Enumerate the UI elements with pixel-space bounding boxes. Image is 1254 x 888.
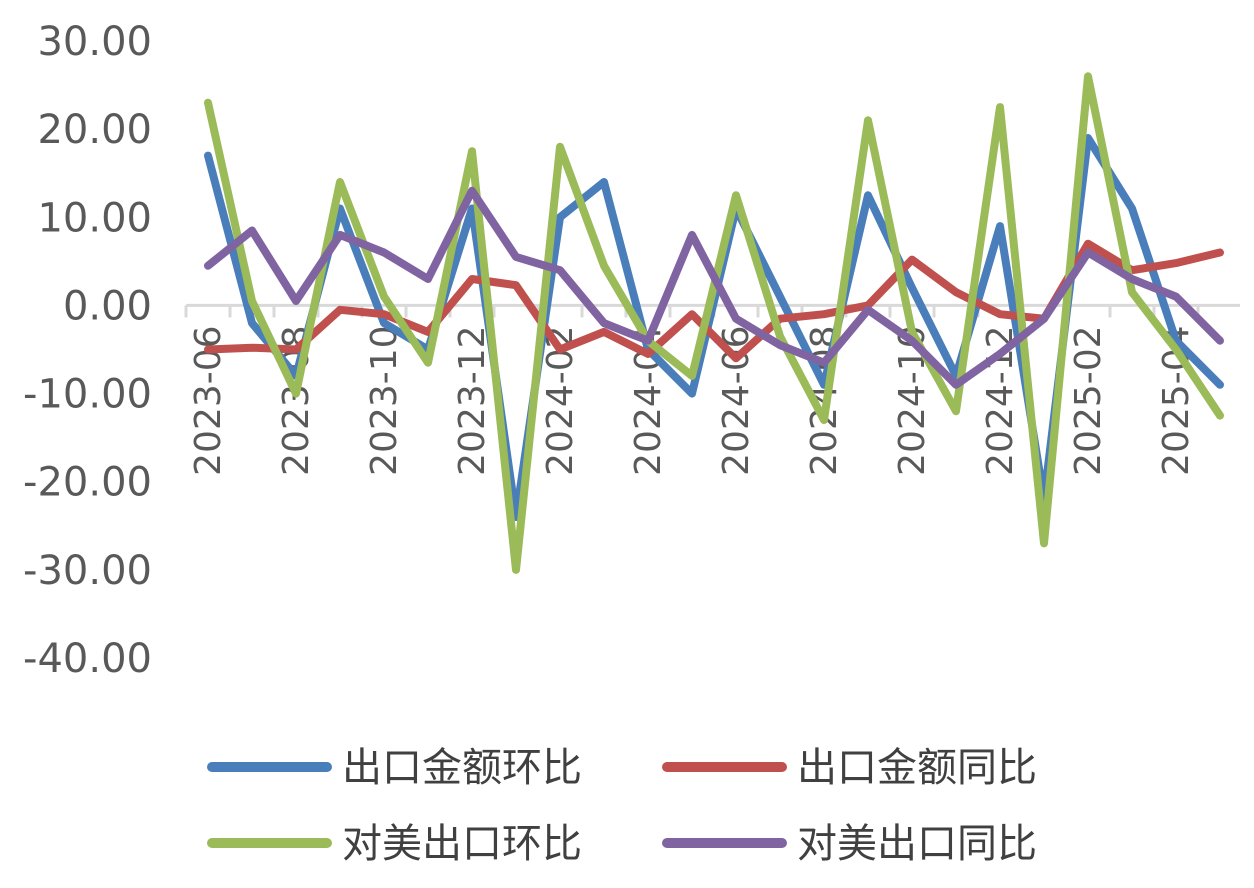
legend-label: 出口金额环比 bbox=[342, 745, 582, 791]
x-tick-label: 2024-10 bbox=[892, 325, 933, 475]
x-tick-label: 2023-12 bbox=[452, 325, 493, 475]
x-tick-label: 2023-10 bbox=[364, 325, 405, 475]
legend-label: 对美出口环比 bbox=[342, 821, 582, 867]
y-tick-label: 20.00 bbox=[37, 107, 152, 153]
y-tick-label: -10.00 bbox=[23, 372, 152, 418]
legend-item-3: 对美出口环比 bbox=[207, 821, 582, 867]
y-tick-label: 0.00 bbox=[63, 283, 152, 329]
y-tick-label: -30.00 bbox=[23, 548, 152, 594]
series-lines bbox=[204, 72, 1224, 574]
legend-item-2: 出口金额同比 bbox=[662, 745, 1037, 791]
legend-item-1: 出口金额环比 bbox=[207, 745, 582, 791]
series-line-4 bbox=[204, 186, 1224, 389]
y-tick-label: 30.00 bbox=[37, 19, 152, 65]
y-axis-labels: 30.00 20.00 10.00 0.00 -10.00 -20.00 -30.00 -40… bbox=[23, 19, 152, 682]
y-tick-label: -40.00 bbox=[23, 636, 152, 682]
x-tick-label: 2025-02 bbox=[1068, 325, 1109, 475]
legend-item-4: 对美出口同比 bbox=[662, 821, 1037, 867]
legend-label: 对美出口同比 bbox=[797, 821, 1037, 867]
series-line-3 bbox=[204, 72, 1224, 574]
y-tick-label: 10.00 bbox=[37, 195, 152, 241]
x-tick-label: 2024-12 bbox=[980, 325, 1021, 475]
y-tick-label: -20.00 bbox=[23, 460, 152, 506]
legend-label: 出口金额同比 bbox=[797, 745, 1037, 791]
